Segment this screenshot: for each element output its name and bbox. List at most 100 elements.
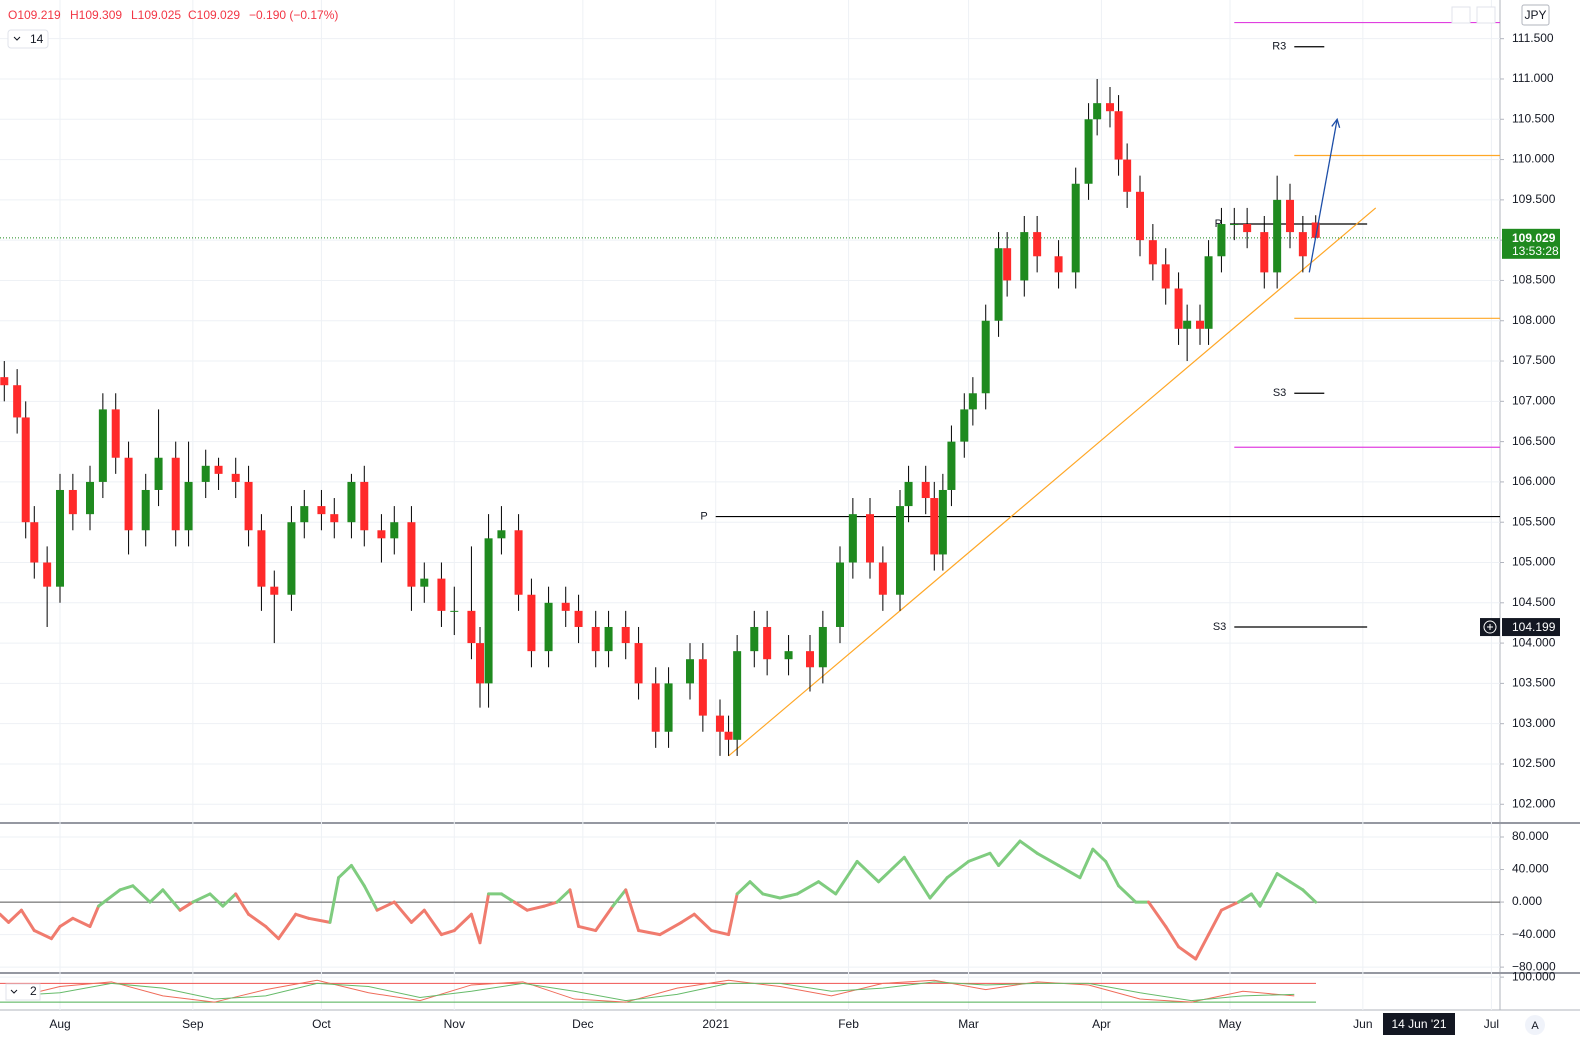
oscillator-segment bbox=[748, 880, 765, 896]
oscillator-segment bbox=[439, 929, 456, 937]
candle-body bbox=[68, 489, 77, 515]
ohlc-high: H109.309 bbox=[70, 8, 122, 22]
y-tick-label: −40.000 bbox=[1512, 927, 1556, 941]
candle-body bbox=[921, 481, 930, 499]
candle-body bbox=[1020, 232, 1029, 281]
oscillator-segment bbox=[1117, 884, 1138, 904]
candle-body bbox=[1311, 222, 1320, 238]
crosshair-icon bbox=[1487, 624, 1493, 631]
oscillator-segment bbox=[0, 912, 11, 924]
candle-body bbox=[141, 489, 150, 531]
oscillator-segment bbox=[761, 892, 782, 900]
candle-body bbox=[86, 481, 94, 515]
button[interactable] bbox=[1476, 6, 1496, 24]
x-tick-label: Mar bbox=[958, 1017, 979, 1031]
oscillator-segment bbox=[1219, 900, 1241, 912]
candle-body bbox=[1298, 232, 1307, 257]
candle-body bbox=[497, 530, 506, 539]
candle-body bbox=[390, 522, 399, 539]
oscillator-segment bbox=[294, 912, 311, 920]
candle-body bbox=[1071, 183, 1080, 273]
candle-body bbox=[1123, 159, 1132, 192]
y-tick-label: 100.000 bbox=[1512, 969, 1556, 983]
candle-body bbox=[1114, 111, 1123, 160]
level-label: S3 bbox=[1213, 621, 1226, 633]
candle-body bbox=[621, 626, 630, 644]
oscillator-segment bbox=[577, 924, 598, 933]
oscillator-segment bbox=[392, 900, 413, 924]
candle-body bbox=[716, 715, 724, 732]
oscillator-segment bbox=[97, 888, 122, 908]
y-tick-label: 103.000 bbox=[1512, 716, 1556, 730]
candle-body bbox=[818, 626, 827, 668]
candle-body bbox=[968, 393, 977, 410]
candle-body bbox=[467, 610, 476, 644]
y-tick-label: −80.000 bbox=[1512, 959, 1556, 973]
candle-body bbox=[1196, 320, 1204, 329]
oscillator-segment bbox=[469, 912, 482, 945]
candle-body bbox=[1093, 103, 1102, 120]
arrow bbox=[1308, 119, 1338, 273]
x-tick-label: Apr bbox=[1092, 1017, 1111, 1031]
candle-body bbox=[686, 659, 694, 684]
oscillator-segment bbox=[32, 929, 53, 941]
candle-body bbox=[184, 481, 193, 531]
oscillator-segment bbox=[349, 863, 366, 888]
oscillator-segment bbox=[945, 859, 971, 880]
candle-body bbox=[981, 320, 990, 394]
candle-body bbox=[866, 514, 874, 563]
crosshair-price: 104.199 bbox=[1512, 620, 1556, 634]
candle-body bbox=[330, 514, 339, 523]
oscillator-segment bbox=[328, 876, 341, 924]
candle-body bbox=[420, 578, 429, 587]
currency-box[interactable] bbox=[1521, 4, 1550, 26]
candle-body bbox=[938, 489, 947, 555]
oscillator-segment bbox=[611, 888, 628, 908]
x-tick-label: Nov bbox=[444, 1017, 465, 1031]
button[interactable] bbox=[1451, 6, 1471, 24]
candle-body bbox=[377, 530, 386, 539]
oscillator-segment bbox=[817, 880, 838, 896]
candle-body bbox=[0, 377, 9, 386]
candle-body bbox=[21, 417, 30, 523]
y-tick-label: 104.000 bbox=[1512, 635, 1556, 649]
oscillator-segment bbox=[1194, 933, 1211, 961]
level-label: R3 bbox=[1272, 41, 1286, 53]
oscillator-segment bbox=[375, 900, 396, 912]
y-tick-label: 0.000 bbox=[1512, 894, 1542, 908]
crosshair-time-box bbox=[1383, 1013, 1455, 1035]
oscillator-segment bbox=[1057, 863, 1082, 880]
y-tick-label: 111.500 bbox=[1512, 31, 1554, 45]
y-tick-label: 104.500 bbox=[1512, 595, 1556, 609]
arrow-head bbox=[1331, 117, 1341, 129]
oscillator-segment bbox=[512, 900, 529, 912]
oscillator-segment bbox=[594, 904, 615, 933]
oscillator-segment bbox=[1237, 892, 1253, 904]
ohlc-open: O109.219 bbox=[8, 8, 61, 22]
candle-body bbox=[437, 578, 446, 611]
oscillator-segment bbox=[247, 912, 268, 928]
candle-body bbox=[561, 602, 570, 611]
oscillator-segment bbox=[1104, 859, 1121, 888]
oscillator-segment bbox=[928, 876, 949, 900]
candle-body bbox=[154, 457, 163, 490]
candle-body bbox=[994, 248, 1003, 321]
candle-body bbox=[231, 473, 240, 482]
oscillator-segment bbox=[679, 912, 696, 924]
x-tick-label: Feb bbox=[838, 1017, 859, 1031]
candle-body bbox=[407, 522, 416, 587]
auto-button[interactable] bbox=[1525, 1015, 1545, 1035]
candle-body bbox=[1243, 224, 1252, 233]
oscillator-segment bbox=[1258, 872, 1279, 908]
level-label: P bbox=[700, 510, 707, 522]
candle-body bbox=[634, 643, 643, 684]
y-tick-label: 110.000 bbox=[1512, 152, 1555, 166]
candle-body bbox=[544, 602, 553, 652]
candle-body bbox=[124, 457, 133, 531]
oscillator-segment bbox=[221, 892, 238, 908]
period-box[interactable] bbox=[7, 29, 49, 49]
y-tick-label: 80.000 bbox=[1512, 829, 1549, 843]
x-tick-label: Jul bbox=[1484, 1017, 1499, 1031]
oscillator-segment bbox=[902, 855, 932, 900]
